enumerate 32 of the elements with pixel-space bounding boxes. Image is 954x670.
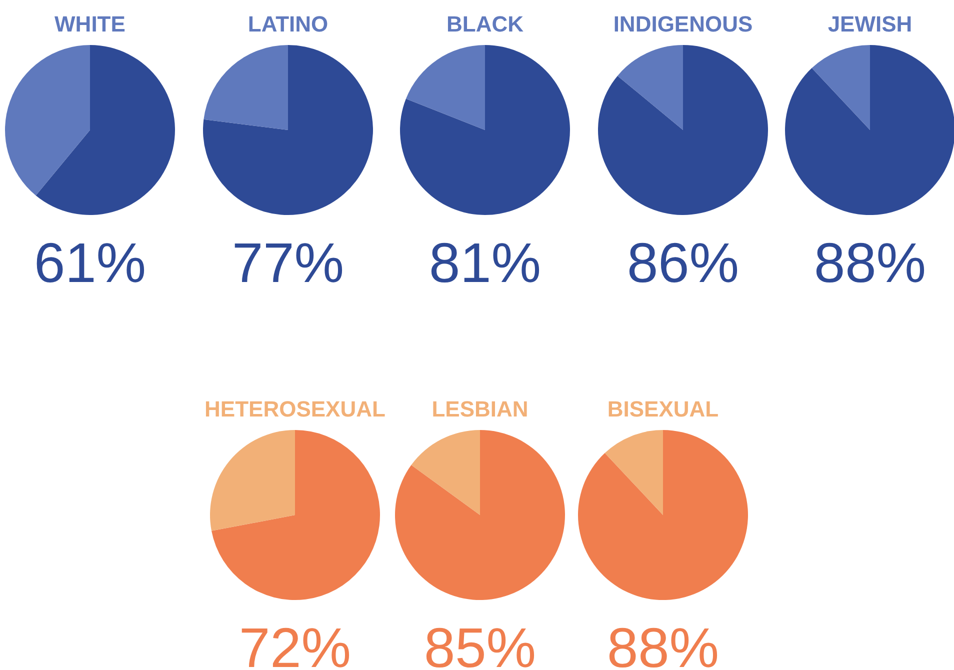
data-label: 85%: [424, 616, 536, 670]
pie-slice: [203, 45, 373, 215]
pie-slice: [210, 430, 295, 531]
pie-slice: [812, 45, 870, 130]
pie-slice: [411, 430, 480, 515]
data-label: 86%: [627, 231, 740, 294]
pie-slice: [400, 45, 570, 215]
chart-title: BISEXUAL: [607, 396, 719, 422]
chart-title: LATINO: [248, 12, 328, 37]
chart-title: JEWISH: [828, 12, 912, 37]
chart-title: BLACK: [446, 12, 524, 37]
chart-title: WHITE: [54, 12, 126, 37]
pie-slice: [598, 45, 768, 215]
pie-slice: [395, 430, 565, 600]
pie-slice: [618, 45, 683, 130]
pie-slice: [36, 45, 175, 215]
chart-title: HETEROSEXUAL: [204, 396, 386, 422]
pie-slice: [406, 45, 485, 130]
data-label: 77%: [232, 231, 344, 294]
pie-slice: [604, 430, 663, 515]
data-label: 81%: [429, 231, 542, 294]
pie-slice: [5, 45, 90, 196]
pie-slice: [204, 45, 288, 130]
chart-title: INDIGENOUS: [613, 12, 753, 37]
data-label: 88%: [607, 616, 720, 670]
data-label: 61%: [34, 231, 146, 294]
pie-slice: [212, 430, 380, 600]
data-label: 72%: [239, 616, 352, 670]
chart-title: LESBIAN: [432, 396, 528, 422]
pie-slice: [785, 45, 954, 215]
data-label: 88%: [814, 231, 926, 294]
pie-slice: [578, 430, 748, 600]
